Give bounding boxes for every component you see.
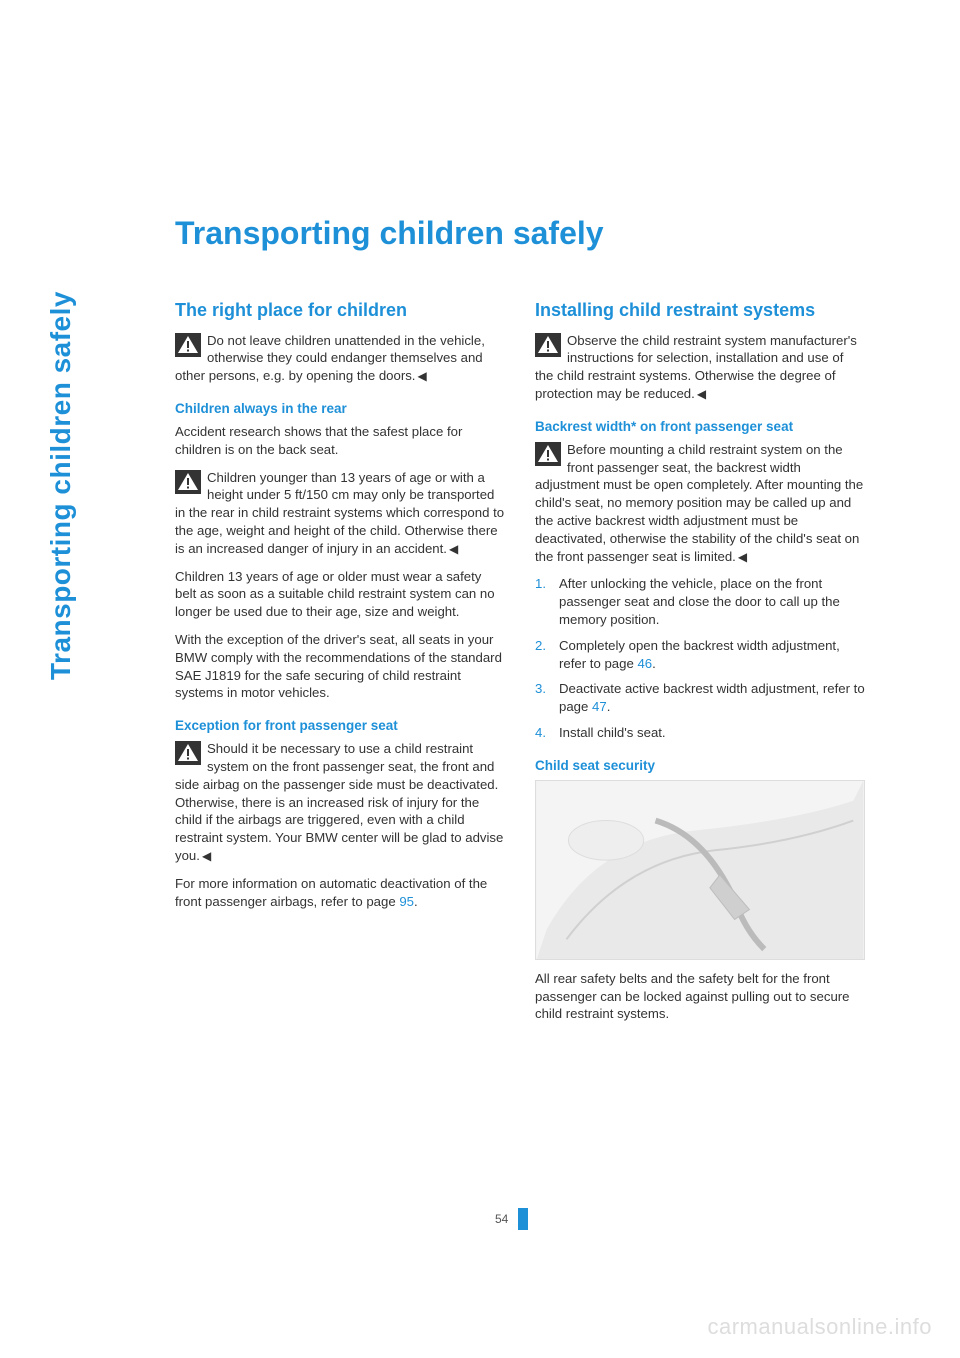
p-seat-belt-caption: All rear safety belts and the safety bel… [535, 970, 865, 1023]
step-3: 3. Deactivate active backrest width adju… [535, 680, 865, 716]
page-number: 54 [495, 1208, 528, 1230]
step-2: 2. Completely open the backrest width ad… [535, 637, 865, 673]
warning-text: Do not leave children unattended in the … [175, 333, 485, 384]
warning-icon [175, 741, 201, 765]
warning-under-13: Children younger than 13 years of age or… [175, 469, 505, 558]
page-number-value: 54 [495, 1212, 508, 1226]
step-text-post: . [607, 699, 611, 714]
end-mark-icon: ◀ [449, 541, 458, 557]
heading-always-rear: Children always in the rear [175, 401, 505, 418]
p-sae-exception: With the exception of the driver's seat,… [175, 631, 505, 702]
text-pre: For more information on automatic deacti… [175, 876, 487, 909]
page-number-bar [518, 1208, 528, 1230]
step-text: After unlocking the vehicle, place on th… [559, 576, 840, 627]
end-mark-icon: ◀ [738, 549, 747, 565]
warning-backrest-width: Before mounting a child restraint system… [535, 441, 865, 566]
heading-right-place: The right place for children [175, 300, 505, 322]
step-number: 4. [535, 724, 546, 742]
step-text-pre: Completely open the backrest width adjus… [559, 638, 840, 671]
right-column: Installing child restraint systems Obser… [535, 300, 865, 1033]
two-column-layout: The right place for children Do not leav… [175, 300, 865, 1033]
end-mark-icon: ◀ [697, 386, 706, 402]
page-ref-95[interactable]: 95 [399, 894, 414, 909]
step-number: 3. [535, 680, 546, 698]
p-accident-research: Accident research shows that the safest … [175, 423, 505, 459]
step-text: Install child's seat. [559, 725, 666, 740]
watermark: carmanualsonline.info [707, 1314, 932, 1340]
warning-text: Before mounting a child restraint system… [535, 442, 863, 564]
heading-child-seat-security: Child seat security [535, 758, 865, 775]
step-4: 4. Install child's seat. [535, 724, 865, 742]
warning-icon [175, 470, 201, 494]
content-area: Transporting children safely The right p… [175, 215, 865, 1033]
page-title: Transporting children safely [175, 215, 865, 252]
warning-text: Should it be necessary to use a child re… [175, 741, 503, 863]
warning-icon [175, 333, 201, 357]
warning-front-seat: Should it be necessary to use a child re… [175, 740, 505, 865]
step-1: 1. After unlocking the vehicle, place on… [535, 575, 865, 628]
warning-observe-manufacturer: Observe the child restraint system manuf… [535, 332, 865, 403]
text-post: . [414, 894, 418, 909]
heading-backrest-width: Backrest width* on front passenger seat [535, 419, 865, 436]
warning-icon [535, 442, 561, 466]
illustration-seat-belt [535, 780, 865, 960]
steps-list: 1. After unlocking the vehicle, place on… [535, 575, 865, 742]
step-number: 1. [535, 575, 546, 593]
p-more-info-airbag: For more information on automatic deacti… [175, 875, 505, 911]
heading-installing: Installing child restraint systems [535, 300, 865, 322]
end-mark-icon: ◀ [202, 848, 211, 864]
heading-front-exception: Exception for front passenger seat [175, 718, 505, 735]
page-ref-46[interactable]: 46 [637, 656, 652, 671]
left-column: The right place for children Do not leav… [175, 300, 505, 1033]
side-vertical-title: Transporting children safely [45, 291, 77, 680]
p-13-or-older: Children 13 years of age or older must w… [175, 568, 505, 621]
step-text-post: . [652, 656, 656, 671]
warning-icon [535, 333, 561, 357]
page-ref-47[interactable]: 47 [592, 699, 607, 714]
warning-unattended: Do not leave children unattended in the … [175, 332, 505, 385]
step-number: 2. [535, 637, 546, 655]
end-mark-icon: ◀ [417, 368, 426, 384]
